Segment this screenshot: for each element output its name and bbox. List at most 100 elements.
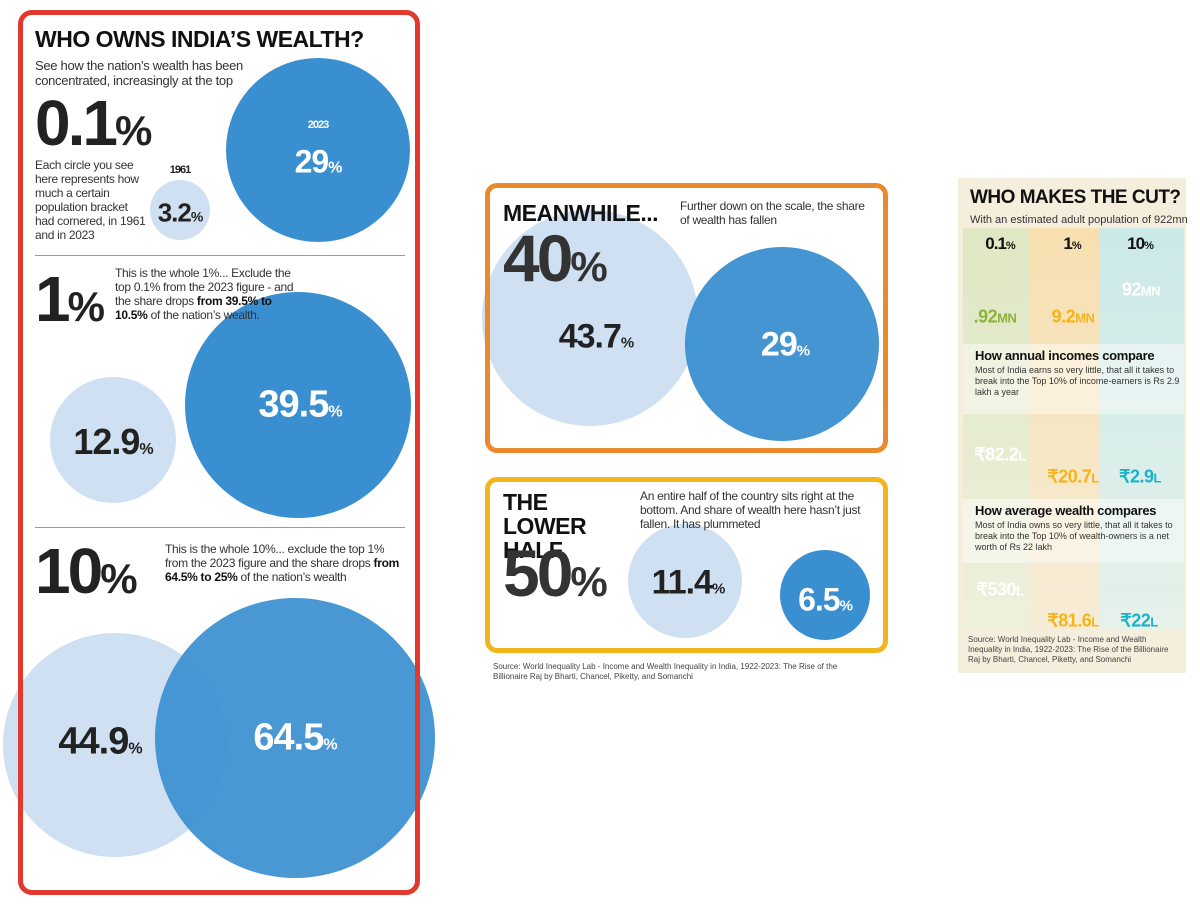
- figure-value: 9.2: [1051, 306, 1076, 327]
- figure-value: ₹81.6: [1047, 610, 1092, 631]
- figure: 12.9%: [73, 421, 153, 463]
- figure-value: 1: [1063, 234, 1073, 253]
- figure-value: 10: [1127, 234, 1145, 253]
- circle: [780, 550, 870, 640]
- figure-value: ₹20.7: [1047, 466, 1092, 487]
- figure: 11.4%: [651, 563, 726, 603]
- figure: ₹530L: [977, 580, 1024, 601]
- figure: 0.1%: [985, 234, 1016, 254]
- heading: MEANWHILE...: [503, 200, 659, 226]
- circle: [482, 210, 698, 426]
- heading: THE LOWER HALF: [503, 489, 587, 563]
- paragraph-text: Each circle you see here represents how …: [35, 158, 146, 242]
- figure-unit: %: [114, 107, 152, 154]
- figure: 10%: [35, 534, 138, 608]
- section-text: Most of India owns so very little, that …: [975, 520, 1173, 552]
- figure: 29%: [760, 325, 810, 365]
- figure-value: 12.9: [73, 421, 140, 462]
- figure-unit: %: [328, 403, 342, 421]
- figure-unit: L: [1018, 448, 1026, 464]
- figure-value: 92: [1121, 279, 1142, 300]
- paragraph: Each circle you see here represents how …: [35, 158, 147, 242]
- column-tint: [1030, 228, 1100, 630]
- figure-unit: %: [1144, 240, 1154, 252]
- figure-value: 64.5: [253, 716, 324, 759]
- figure-value: 50: [503, 536, 573, 610]
- paragraph-text: This is the whole 1%... Exclude the top …: [115, 266, 294, 308]
- column-tint: [1100, 228, 1184, 630]
- figure-unit: L: [1016, 583, 1024, 599]
- figure: 44.9%: [58, 720, 142, 764]
- figure: ₹22L: [1120, 610, 1158, 632]
- circle-label: 1961: [169, 164, 192, 176]
- figure: ₹81.6L: [1047, 610, 1099, 632]
- circle: [226, 58, 410, 242]
- figure-value: 40: [503, 221, 573, 295]
- paragraph-text: This is the whole 10%... exclude the top…: [165, 542, 385, 570]
- source: Source: World Inequality Lab - Income an…: [493, 662, 838, 681]
- figure-value: 44.9: [58, 720, 129, 763]
- figure-value: 29: [760, 325, 798, 364]
- figure-value: 43.7: [558, 317, 622, 356]
- figure-value: ₹82.2: [974, 444, 1019, 465]
- figure: 40%: [503, 220, 608, 296]
- figure-unit: L: [1150, 614, 1158, 630]
- figure-value: 6.5: [798, 581, 840, 618]
- figure: 6.5%: [798, 581, 853, 619]
- figure-unit: %: [323, 736, 337, 754]
- figure: 64.5%: [253, 716, 337, 760]
- figure: 1%: [1063, 234, 1082, 254]
- figure: 50%: [503, 535, 608, 611]
- figure-unit: %: [839, 597, 853, 615]
- figure-unit: MN: [997, 310, 1017, 326]
- figure: 29%: [295, 144, 343, 181]
- figure: ₹2.9L: [1119, 467, 1161, 488]
- circle: [150, 180, 210, 240]
- title: WHO MAKES THE CUT?: [970, 187, 1181, 208]
- figure-value: 39.5: [258, 383, 329, 426]
- circle: [185, 292, 411, 518]
- panel-border: [485, 477, 888, 653]
- figure: .92MN: [974, 307, 1017, 328]
- circle: [155, 598, 435, 878]
- paragraph-bold: from 64.5% to 25%: [165, 556, 399, 584]
- figure-value: ₹2.9: [1119, 466, 1154, 487]
- figure: 92MN: [1121, 279, 1161, 301]
- figure-value: 0.1: [985, 234, 1007, 253]
- figure-value: .92: [973, 306, 998, 327]
- figure-unit: L: [1091, 470, 1099, 486]
- figure: 43.7%: [558, 317, 635, 357]
- figure-unit: %: [1005, 240, 1016, 252]
- figure-value: 11.4: [651, 563, 713, 602]
- panel-border: [485, 183, 888, 453]
- paragraph-text: of the nation’s wealth.: [147, 308, 260, 322]
- figure-unit: %: [1071, 240, 1082, 252]
- figure-unit: %: [570, 558, 607, 605]
- figure: ₹20.7L: [1047, 466, 1099, 488]
- figure-unit: %: [796, 342, 810, 360]
- figure: 10%: [1127, 234, 1154, 254]
- figure-unit: MN: [1075, 310, 1095, 326]
- circle-label: 2023: [307, 119, 330, 131]
- figure-unit: %: [620, 334, 634, 352]
- figure-value: ₹530: [976, 579, 1017, 600]
- paragraph-text: of the nation’s wealth: [237, 570, 347, 584]
- figure-unit: %: [139, 441, 153, 458]
- paragraph: An entire half of the country sits right…: [640, 489, 861, 531]
- section-heading: How annual incomes compare: [975, 348, 1155, 363]
- figure-unit: %: [67, 283, 105, 330]
- figure-unit: L: [1091, 614, 1099, 630]
- paragraph: This is the whole 10%... exclude the top…: [165, 542, 410, 584]
- subtitle: With an estimated adult population of 92…: [970, 214, 1188, 226]
- circle: [50, 377, 176, 503]
- figure: 39.5%: [258, 383, 342, 427]
- figure-unit: %: [128, 740, 142, 758]
- figure-value: ₹22: [1120, 610, 1151, 631]
- figure-value: 0.1: [35, 87, 118, 159]
- figure-unit: %: [711, 580, 725, 598]
- divider: [35, 527, 405, 528]
- figure-value: 10: [35, 535, 103, 607]
- subtitle: See how the nation’s wealth has been con…: [35, 58, 243, 88]
- figure-value: 3.2: [157, 197, 192, 228]
